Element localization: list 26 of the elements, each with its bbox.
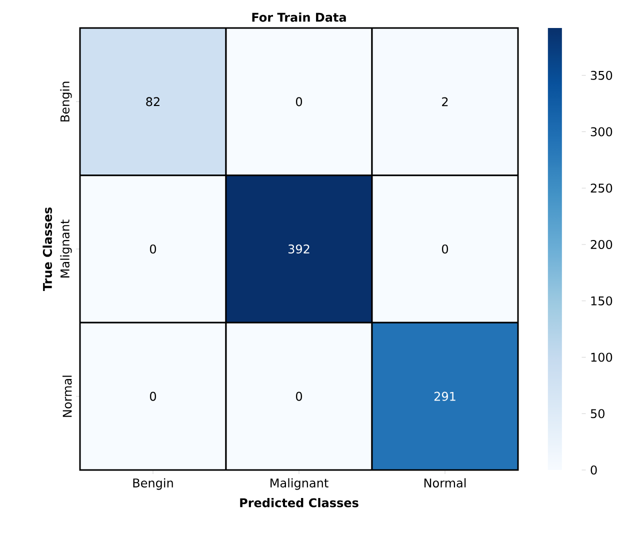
data-label: 82 [146, 97, 160, 106]
color-bar-label: 100 [591, 352, 612, 362]
color-bar-label: 150 [591, 296, 612, 306]
data-label: 0 [150, 244, 156, 254]
x-tick-label: Bengin [133, 478, 173, 490]
x-axis-title: Predicted Classes [240, 498, 358, 508]
chart-title: For Train Data [252, 12, 346, 22]
x-tick-label: Malignant [270, 478, 328, 490]
color-bar-label: 350 [590, 70, 612, 80]
color-bar-label: 50 [590, 409, 604, 418]
color-bar-label: 250 [590, 184, 612, 193]
data-label: 0 [296, 97, 302, 106]
y-axis-title: True Classes [42, 207, 52, 292]
data-label: 291 [434, 392, 456, 401]
data-label: 0 [296, 392, 302, 401]
data-label: 2 [442, 97, 448, 106]
y-tick-label: Bengin [60, 82, 72, 122]
data-label: 0 [442, 244, 448, 254]
color-bar-label: 0 [590, 465, 597, 475]
x-tick-label: Normal [424, 478, 466, 488]
data-label: 0 [150, 392, 156, 401]
y-tick-label: Normal [62, 376, 72, 417]
color-bar-label: 300 [590, 127, 612, 136]
color-bar-label: 200 [590, 240, 612, 250]
y-tick-label: Malignant [60, 220, 72, 278]
data-label: 392 [288, 244, 310, 254]
